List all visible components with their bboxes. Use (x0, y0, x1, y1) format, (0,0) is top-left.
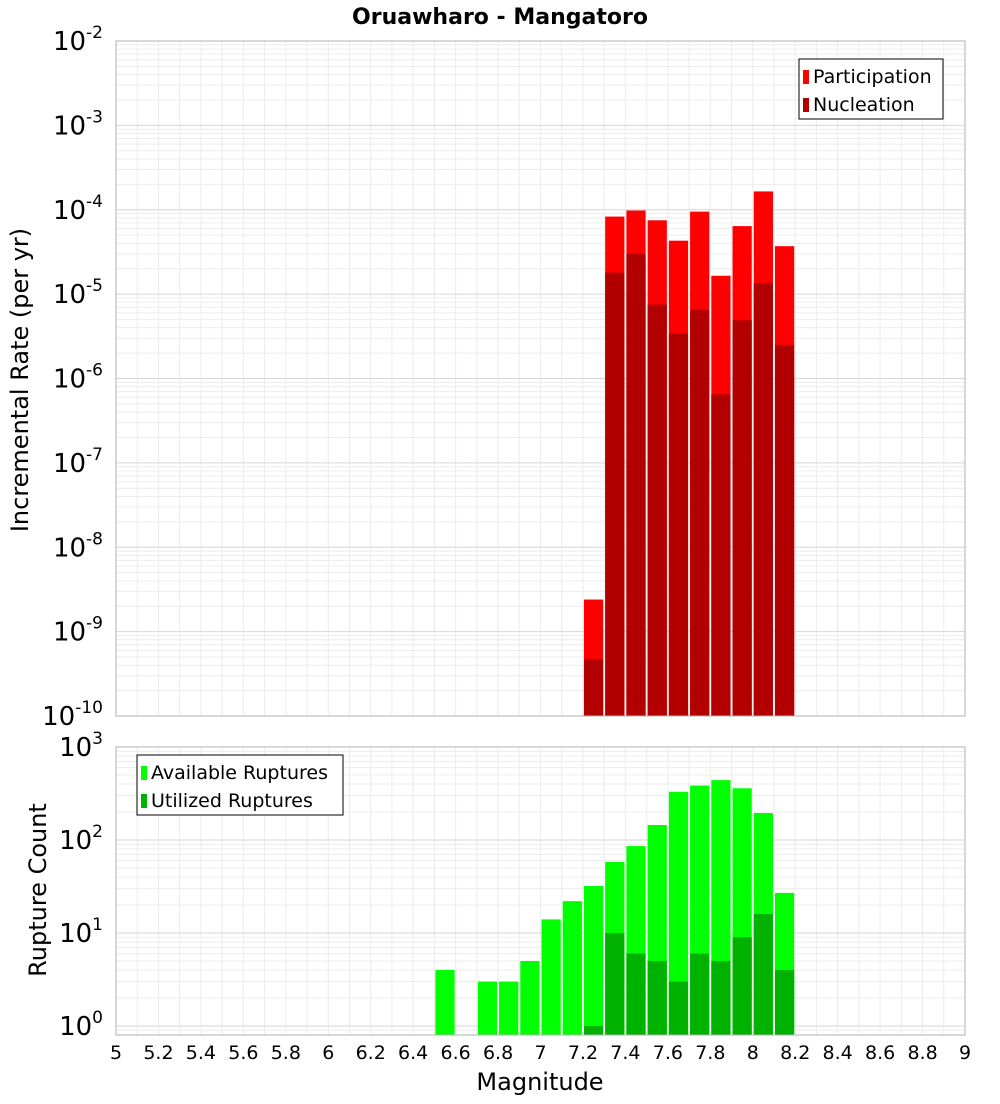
x-tick-label: 6 (322, 1042, 334, 1064)
x-tick-label: 6.8 (483, 1042, 513, 1064)
y-tick-label: 103 (59, 729, 103, 763)
legend-box (798, 58, 944, 120)
bar-nucleation (774, 344, 795, 716)
y-tick-label: 10-7 (53, 445, 103, 479)
x-tick-label: 8 (747, 1042, 759, 1064)
legend-label: Available Ruptures (151, 762, 328, 784)
x-tick-label: 5 (110, 1042, 122, 1064)
y-tick-label: 10-6 (53, 361, 103, 395)
legend-swatch (803, 70, 809, 84)
y-tick-label: 102 (59, 822, 103, 856)
legend: Participation Nucleation (798, 58, 944, 120)
y-tick-label: 10-4 (53, 192, 103, 226)
bar-utilized-ruptures (647, 960, 667, 1035)
bar-nucleation (605, 272, 625, 716)
bar-nucleation (668, 333, 689, 716)
x-tick-label: 7 (534, 1042, 546, 1064)
bar-utilized-ruptures (774, 969, 795, 1035)
bar-available-ruptures (583, 886, 604, 1035)
bar-utilized-ruptures (732, 937, 752, 1035)
bar-utilized-ruptures (626, 953, 646, 1035)
x-axis-label: Magnitude (476, 1068, 603, 1096)
x-tick-label: 5.6 (228, 1042, 258, 1064)
x-tick-label: 8.8 (907, 1042, 937, 1064)
x-tick-label: 7.6 (653, 1042, 683, 1064)
y-tick-label: 10-9 (53, 614, 103, 648)
x-tick-label: 6.6 (440, 1042, 470, 1064)
bar-nucleation (690, 309, 710, 716)
bar-available-ruptures (477, 981, 498, 1035)
bar-utilized-ruptures (583, 1025, 604, 1035)
x-tick-label: 8.2 (780, 1042, 810, 1064)
x-tick-label: 6.4 (398, 1042, 428, 1064)
x-tick-label: 5.8 (271, 1042, 301, 1064)
legend-label: Participation (813, 66, 932, 88)
x-tick-label: 5.4 (186, 1042, 216, 1064)
legend-swatch (141, 794, 147, 808)
bar-nucleation (732, 320, 752, 716)
x-tick-label: 8.6 (865, 1042, 895, 1064)
y-tick-label: 10-2 (53, 23, 103, 57)
y-tick-label: 10-5 (53, 276, 103, 310)
plot-panel-0: 10-10 10-9 10-8 10-7 10-6 10-5 10-4 10-3 10-2 Par… (42, 23, 966, 732)
bar-available-ruptures (541, 919, 561, 1035)
bar-available-ruptures (520, 960, 540, 1035)
y-tick-label: 10-10 (42, 698, 103, 732)
x-tick-label: 9 (959, 1042, 971, 1064)
x-tick-label: 7.4 (610, 1042, 640, 1064)
y-tick-label: 101 (59, 915, 103, 949)
legend-swatch (141, 766, 147, 780)
bar-available-ruptures (435, 969, 455, 1035)
bar-utilized-ruptures (690, 953, 710, 1035)
bar-nucleation (711, 394, 731, 716)
bar-nucleation (647, 304, 667, 716)
x-tick-label: 7.2 (568, 1042, 598, 1064)
y-tick-label: 100 (59, 1008, 103, 1042)
top-y-axis-label: Incremental Rate (per yr) (6, 228, 34, 532)
bar-utilized-ruptures (605, 932, 625, 1035)
legend-swatch (803, 98, 809, 112)
x-tick-label: 7.8 (695, 1042, 725, 1064)
y-tick-label: 10-3 (53, 107, 103, 141)
bar-utilized-ruptures (753, 914, 773, 1035)
bar-available-ruptures (499, 981, 519, 1035)
x-tick-label: 6.2 (356, 1042, 386, 1064)
bar-available-ruptures (668, 791, 689, 1035)
legend-label: Utilized Ruptures (151, 790, 313, 812)
bar-nucleation (753, 283, 773, 716)
plot-border (115, 746, 966, 1036)
bar-utilized-ruptures (668, 981, 689, 1035)
bar-available-ruptures (562, 901, 582, 1035)
chart-title: Oruawharo - Mangatoro (352, 5, 648, 30)
plot-border (115, 40, 966, 717)
x-tick-label: 5.2 (143, 1042, 173, 1064)
bar-nucleation (626, 253, 646, 716)
bar-nucleation (583, 659, 604, 716)
legend-box (136, 754, 344, 816)
legend-label: Nucleation (813, 94, 915, 116)
y-tick-label: 10-8 (53, 529, 103, 563)
bar-utilized-ruptures (711, 960, 731, 1035)
bottom-y-axis-label: Rupture Count (24, 803, 52, 977)
legend: Available Ruptures Utilized Ruptures (136, 754, 344, 816)
x-tick-label: 8.4 (823, 1042, 853, 1064)
